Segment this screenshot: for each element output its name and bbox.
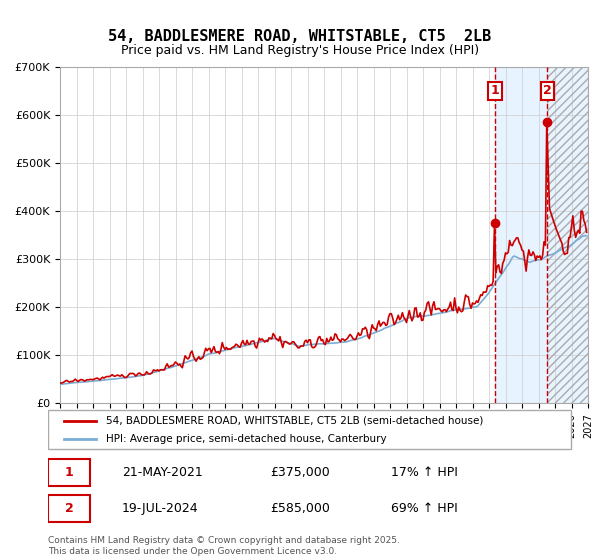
Text: 21-MAY-2021: 21-MAY-2021: [122, 466, 203, 479]
Text: 2: 2: [543, 84, 552, 97]
Text: £585,000: £585,000: [270, 502, 329, 515]
Bar: [547, 67, 588, 403]
Text: 2: 2: [65, 502, 73, 515]
Text: HPI: Average price, semi-detached house, Canterbury: HPI: Average price, semi-detached house,…: [106, 434, 387, 444]
Text: 1: 1: [65, 466, 73, 479]
FancyBboxPatch shape: [48, 459, 90, 486]
Text: Price paid vs. HM Land Registry's House Price Index (HPI): Price paid vs. HM Land Registry's House …: [121, 44, 479, 57]
Bar: [495, 67, 588, 403]
Text: 17% ↑ HPI: 17% ↑ HPI: [391, 466, 458, 479]
Bar: [547, 67, 588, 403]
FancyBboxPatch shape: [48, 495, 90, 522]
Text: 54, BADDLESMERE ROAD, WHITSTABLE, CT5  2LB: 54, BADDLESMERE ROAD, WHITSTABLE, CT5 2L…: [109, 29, 491, 44]
Text: 54, BADDLESMERE ROAD, WHITSTABLE, CT5 2LB (semi-detached house): 54, BADDLESMERE ROAD, WHITSTABLE, CT5 2L…: [106, 416, 484, 426]
Text: 19-JUL-2024: 19-JUL-2024: [122, 502, 199, 515]
FancyBboxPatch shape: [48, 410, 571, 449]
Text: 1: 1: [491, 84, 500, 97]
Text: £375,000: £375,000: [270, 466, 329, 479]
Text: 69% ↑ HPI: 69% ↑ HPI: [391, 502, 458, 515]
Text: Contains HM Land Registry data © Crown copyright and database right 2025.
This d: Contains HM Land Registry data © Crown c…: [48, 536, 400, 556]
